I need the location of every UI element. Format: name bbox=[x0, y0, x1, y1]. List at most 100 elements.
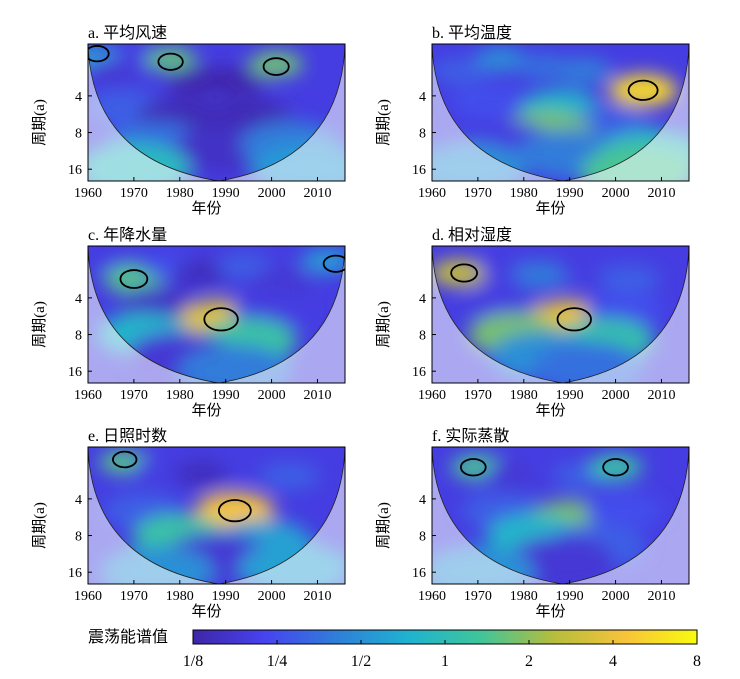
panel-f: f. 实际蒸散 1960 1970 1980 1990 2000 2010 4 8 16 年份 周期(… bbox=[375, 427, 690, 620]
y-tick-label: 8 bbox=[419, 127, 426, 142]
cone-of-influence-shade bbox=[432, 246, 689, 383]
panel-a: a. 平均风速 1960 1970 1980 1990 2000 2010 4 8 16 年份 周期(… bbox=[31, 24, 346, 217]
significance-contour bbox=[459, 458, 487, 477]
power-cell bbox=[463, 286, 539, 322]
x-tick-label: 2010 bbox=[303, 186, 331, 201]
significance-contour bbox=[119, 269, 149, 289]
y-axis-label: 周期(a) bbox=[31, 301, 48, 348]
power-cell bbox=[217, 253, 271, 279]
colorbar-tick-label: 2 bbox=[525, 653, 533, 670]
colorbar: 震荡能谱值 1/8 1/4 1/2 1 2 4 8 bbox=[88, 628, 701, 670]
y-tick-label: 4 bbox=[75, 493, 82, 508]
y-tick-label: 4 bbox=[419, 493, 426, 508]
x-tick-label: 1960 bbox=[418, 388, 446, 403]
power-cell bbox=[554, 57, 613, 85]
significance-contour bbox=[627, 79, 659, 101]
x-tick-label: 1970 bbox=[120, 388, 148, 403]
x-tick-label: 1980 bbox=[166, 589, 194, 604]
cone-of-influence-shade bbox=[88, 44, 345, 181]
power-cell bbox=[556, 253, 611, 279]
significance-contour bbox=[450, 263, 478, 283]
y-axis-label: 周期(a) bbox=[375, 502, 392, 549]
x-tick-label: 1960 bbox=[418, 589, 446, 604]
plot-frame bbox=[431, 245, 690, 384]
colorbar-tick-label: 1 bbox=[441, 653, 449, 670]
y-tick-label: 8 bbox=[75, 530, 82, 545]
power-cell bbox=[203, 65, 267, 96]
y-tick-label: 16 bbox=[412, 163, 426, 178]
x-tick-label: 1980 bbox=[510, 186, 538, 201]
panel-e: e. 日照时数 1960 1970 1980 1990 2000 2010 4 8 16 年份 周期(… bbox=[31, 427, 346, 620]
y-tick-label: 16 bbox=[412, 365, 426, 380]
x-axis-label: 年份 bbox=[535, 402, 565, 419]
x-axis-label: 年份 bbox=[535, 200, 565, 217]
colorbar-tick-label: 1/2 bbox=[351, 653, 371, 670]
y-tick-label: 4 bbox=[419, 292, 426, 307]
x-tick-label: 2000 bbox=[602, 589, 630, 604]
colorbar-label: 震荡能谱值 bbox=[88, 628, 168, 646]
x-tick-label: 1970 bbox=[464, 186, 492, 201]
y-tick-label: 4 bbox=[75, 90, 82, 105]
y-tick-label: 8 bbox=[419, 530, 426, 545]
x-tick-label: 2010 bbox=[303, 388, 331, 403]
x-tick-label: 1960 bbox=[74, 589, 102, 604]
x-tick-label: 2000 bbox=[258, 388, 286, 403]
significance-contour bbox=[157, 52, 184, 71]
power-cell bbox=[598, 264, 660, 294]
cone-of-influence-shade bbox=[432, 447, 689, 584]
power-cell bbox=[449, 84, 525, 120]
plot-frame bbox=[87, 245, 346, 384]
x-tick-label: 1960 bbox=[74, 186, 102, 201]
x-tick-label: 1980 bbox=[166, 186, 194, 201]
y-axis-label: 周期(a) bbox=[375, 99, 392, 146]
y-axis-label: 周期(a) bbox=[31, 99, 48, 146]
x-tick-label: 1980 bbox=[510, 388, 538, 403]
x-tick-label: 1990 bbox=[556, 388, 584, 403]
x-tick-label: 1980 bbox=[510, 589, 538, 604]
panel-c: c. 年降水量 1960 1970 1980 1990 2000 2010 4 8 16 年份 周期(… bbox=[31, 226, 346, 419]
colorbar-tick-label: 1/8 bbox=[183, 653, 203, 670]
power-cell bbox=[432, 57, 489, 85]
x-tick-label: 2000 bbox=[258, 589, 286, 604]
significance-contour bbox=[112, 450, 138, 469]
x-tick-label: 1970 bbox=[464, 589, 492, 604]
significance-contour bbox=[88, 45, 110, 63]
x-tick-label: 2010 bbox=[647, 589, 675, 604]
power-cell bbox=[249, 51, 304, 77]
panel-title: e. 日照时数 bbox=[88, 427, 167, 445]
y-tick-label: 16 bbox=[412, 566, 426, 581]
x-tick-label: 1960 bbox=[74, 388, 102, 403]
y-tick-label: 4 bbox=[419, 90, 426, 105]
panel-title: d. 相对湿度 bbox=[432, 226, 512, 244]
panel-b: b. 平均温度 1960 1970 1980 1990 2000 2010 4 8 16 年份 周期(… bbox=[375, 24, 690, 217]
panel-title: f. 实际蒸散 bbox=[432, 427, 509, 445]
x-axis-label: 年份 bbox=[191, 402, 221, 419]
cone-of-influence-shade bbox=[432, 44, 689, 181]
significance-contour bbox=[322, 254, 345, 273]
x-axis-label: 年份 bbox=[191, 603, 221, 620]
x-axis-label: 年份 bbox=[191, 200, 221, 217]
x-tick-label: 2010 bbox=[303, 589, 331, 604]
colorbar-tick-label: 8 bbox=[693, 653, 701, 670]
plot-frame bbox=[431, 43, 690, 182]
x-tick-label: 1990 bbox=[212, 388, 240, 403]
colorbar-tick-label: 4 bbox=[609, 653, 617, 670]
plot-frame bbox=[87, 446, 346, 585]
y-tick-label: 4 bbox=[75, 292, 82, 307]
power-cell bbox=[475, 47, 527, 72]
power-cell bbox=[432, 259, 489, 287]
panel-title: a. 平均风速 bbox=[88, 24, 167, 42]
x-tick-label: 1990 bbox=[212, 589, 240, 604]
power-cell bbox=[588, 454, 643, 480]
panel-title: c. 年降水量 bbox=[88, 226, 167, 244]
y-tick-label: 16 bbox=[68, 365, 82, 380]
x-tick-label: 2000 bbox=[602, 186, 630, 201]
significance-contour bbox=[602, 458, 629, 477]
cone-of-influence-shade bbox=[88, 447, 345, 584]
power-cell bbox=[249, 267, 313, 298]
x-tick-label: 1960 bbox=[418, 186, 446, 201]
x-tick-label: 2010 bbox=[647, 186, 675, 201]
power-cell bbox=[608, 74, 678, 107]
